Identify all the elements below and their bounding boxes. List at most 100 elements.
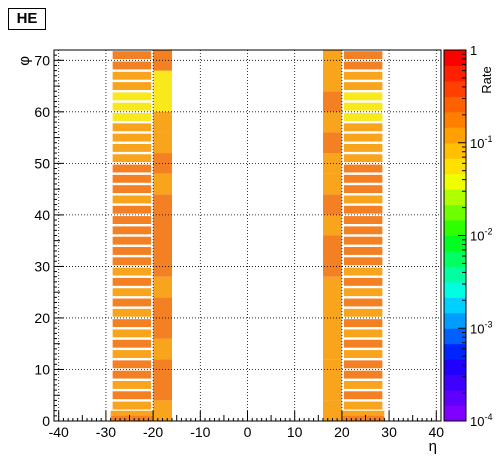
heatmap-cell [343, 195, 383, 204]
colorbar-tick-label: 10-1 [470, 134, 492, 151]
heatmap-cell [112, 308, 152, 317]
heatmap-cell [112, 329, 152, 338]
heatmap-cell [343, 298, 383, 307]
colorbar-band [444, 390, 466, 407]
colorbar-band [444, 80, 466, 97]
y-tick-label: 0 [42, 413, 50, 429]
x-tick-label: -30 [96, 424, 116, 440]
heatmap-cells [110, 50, 385, 421]
heatmap-cell [323, 400, 342, 421]
colorbar-band [444, 142, 466, 159]
x-tick-label: -10 [190, 424, 210, 440]
heatmap-cell [112, 195, 152, 204]
heatmap-cell [323, 111, 342, 133]
heatmap-cell [323, 194, 342, 215]
colorbar-band [444, 266, 466, 283]
heatmap-cell [112, 92, 152, 101]
heatmap-cell [112, 82, 152, 91]
colorbar-band [444, 405, 466, 422]
heatmap-cell [112, 102, 152, 111]
colorbar-band [444, 127, 466, 144]
heatmap-cell [343, 380, 383, 389]
y-tick-label: 70 [34, 52, 50, 68]
heatmap-cell [110, 410, 154, 416]
heatmap-cell [112, 174, 152, 183]
heatmap-cell [343, 360, 383, 369]
heatmap-cell [112, 236, 152, 245]
heatmap-cell [343, 288, 383, 297]
x-tick-label: 0 [244, 424, 252, 440]
heatmap-cell [323, 173, 342, 195]
heatmap-cell [153, 70, 172, 112]
heatmap-cell [343, 51, 383, 60]
heatmap-cell [343, 370, 383, 379]
colorbar-band [444, 281, 466, 298]
heatmap-cell [153, 194, 172, 277]
heatmap-cell [323, 235, 342, 277]
heatmap-cell [323, 153, 342, 174]
colorbar-band [444, 235, 466, 252]
heatmap-cell [323, 91, 342, 112]
colorbar-band [444, 374, 466, 391]
heatmap-cell [343, 391, 383, 400]
heatmap-cell [323, 276, 342, 360]
heatmap-cell [112, 61, 152, 70]
colorbar-tick-label: 10-2 [470, 227, 492, 244]
heatmap-cell [343, 185, 383, 194]
heatmap-cell [112, 350, 152, 358]
x-tick-label: 20 [334, 424, 350, 440]
colorbar-tick-label: 1 [470, 43, 477, 58]
heatmap-cell [343, 236, 383, 245]
colorbar-band [444, 111, 466, 128]
heatmap-cell [112, 391, 152, 400]
heatmap-cell [153, 400, 172, 421]
y-tick-label: 60 [34, 104, 50, 120]
x-tick-label: 30 [381, 424, 397, 440]
heatmap-cell [112, 51, 152, 60]
heatmap-cell [343, 82, 383, 91]
heatmap-cell [112, 319, 152, 328]
x-tick-label: -40 [49, 424, 69, 440]
heatmap-cell [343, 267, 383, 276]
heatmap-cell [323, 50, 342, 92]
heatmap-cell [343, 226, 383, 235]
heatmap-cell [343, 92, 383, 101]
colorbar-band [444, 204, 466, 221]
heatmap-cell [112, 133, 152, 142]
heatmap-cell [341, 410, 385, 416]
heatmap-cell [343, 319, 383, 328]
colorbar-band [444, 250, 466, 267]
heatmap-cell [112, 123, 152, 132]
colorbar-band [444, 343, 466, 360]
heatmap-cell [153, 276, 172, 298]
heatmap-cell [323, 132, 342, 154]
colorbar: 10-4 10-3 10-2 10-1 1 [443, 43, 492, 429]
colorbar-label: Rate [479, 66, 494, 93]
heatmap-cell [343, 329, 383, 338]
x-tick-label: -20 [143, 424, 163, 440]
y-tick-label: 30 [34, 258, 50, 274]
colorbar-band [444, 158, 466, 175]
heatmap-cell [112, 339, 152, 348]
heatmap-cell [112, 113, 152, 121]
grid-lines [54, 50, 441, 421]
heatmap-cell [343, 205, 383, 214]
colorbar-tick-label: 10-4 [470, 412, 492, 429]
colorbar-tick-label: 10-3 [470, 319, 492, 336]
heatmap-cell [153, 111, 172, 133]
heatmap-cell [112, 277, 152, 286]
heatmap-cell [112, 216, 152, 224]
heatmap-cell [323, 214, 342, 236]
heatmap-cell [343, 277, 383, 286]
y-axis-label: φ [16, 56, 33, 66]
heatmap-cell [343, 61, 383, 70]
heatmap-cell [112, 185, 152, 194]
heatmap-cell [112, 164, 152, 173]
y-tick-label: 50 [34, 155, 50, 171]
heatmap-cell [343, 133, 383, 142]
colorbar-band [444, 359, 466, 376]
colorbar-band [444, 96, 466, 113]
x-tick-label: 40 [428, 424, 444, 440]
axes: -40 -30 -20 -10 0 10 20 30 40 0 10 20 30 40 50 60 70 [34, 49, 444, 440]
heatmap-cell [112, 360, 152, 369]
